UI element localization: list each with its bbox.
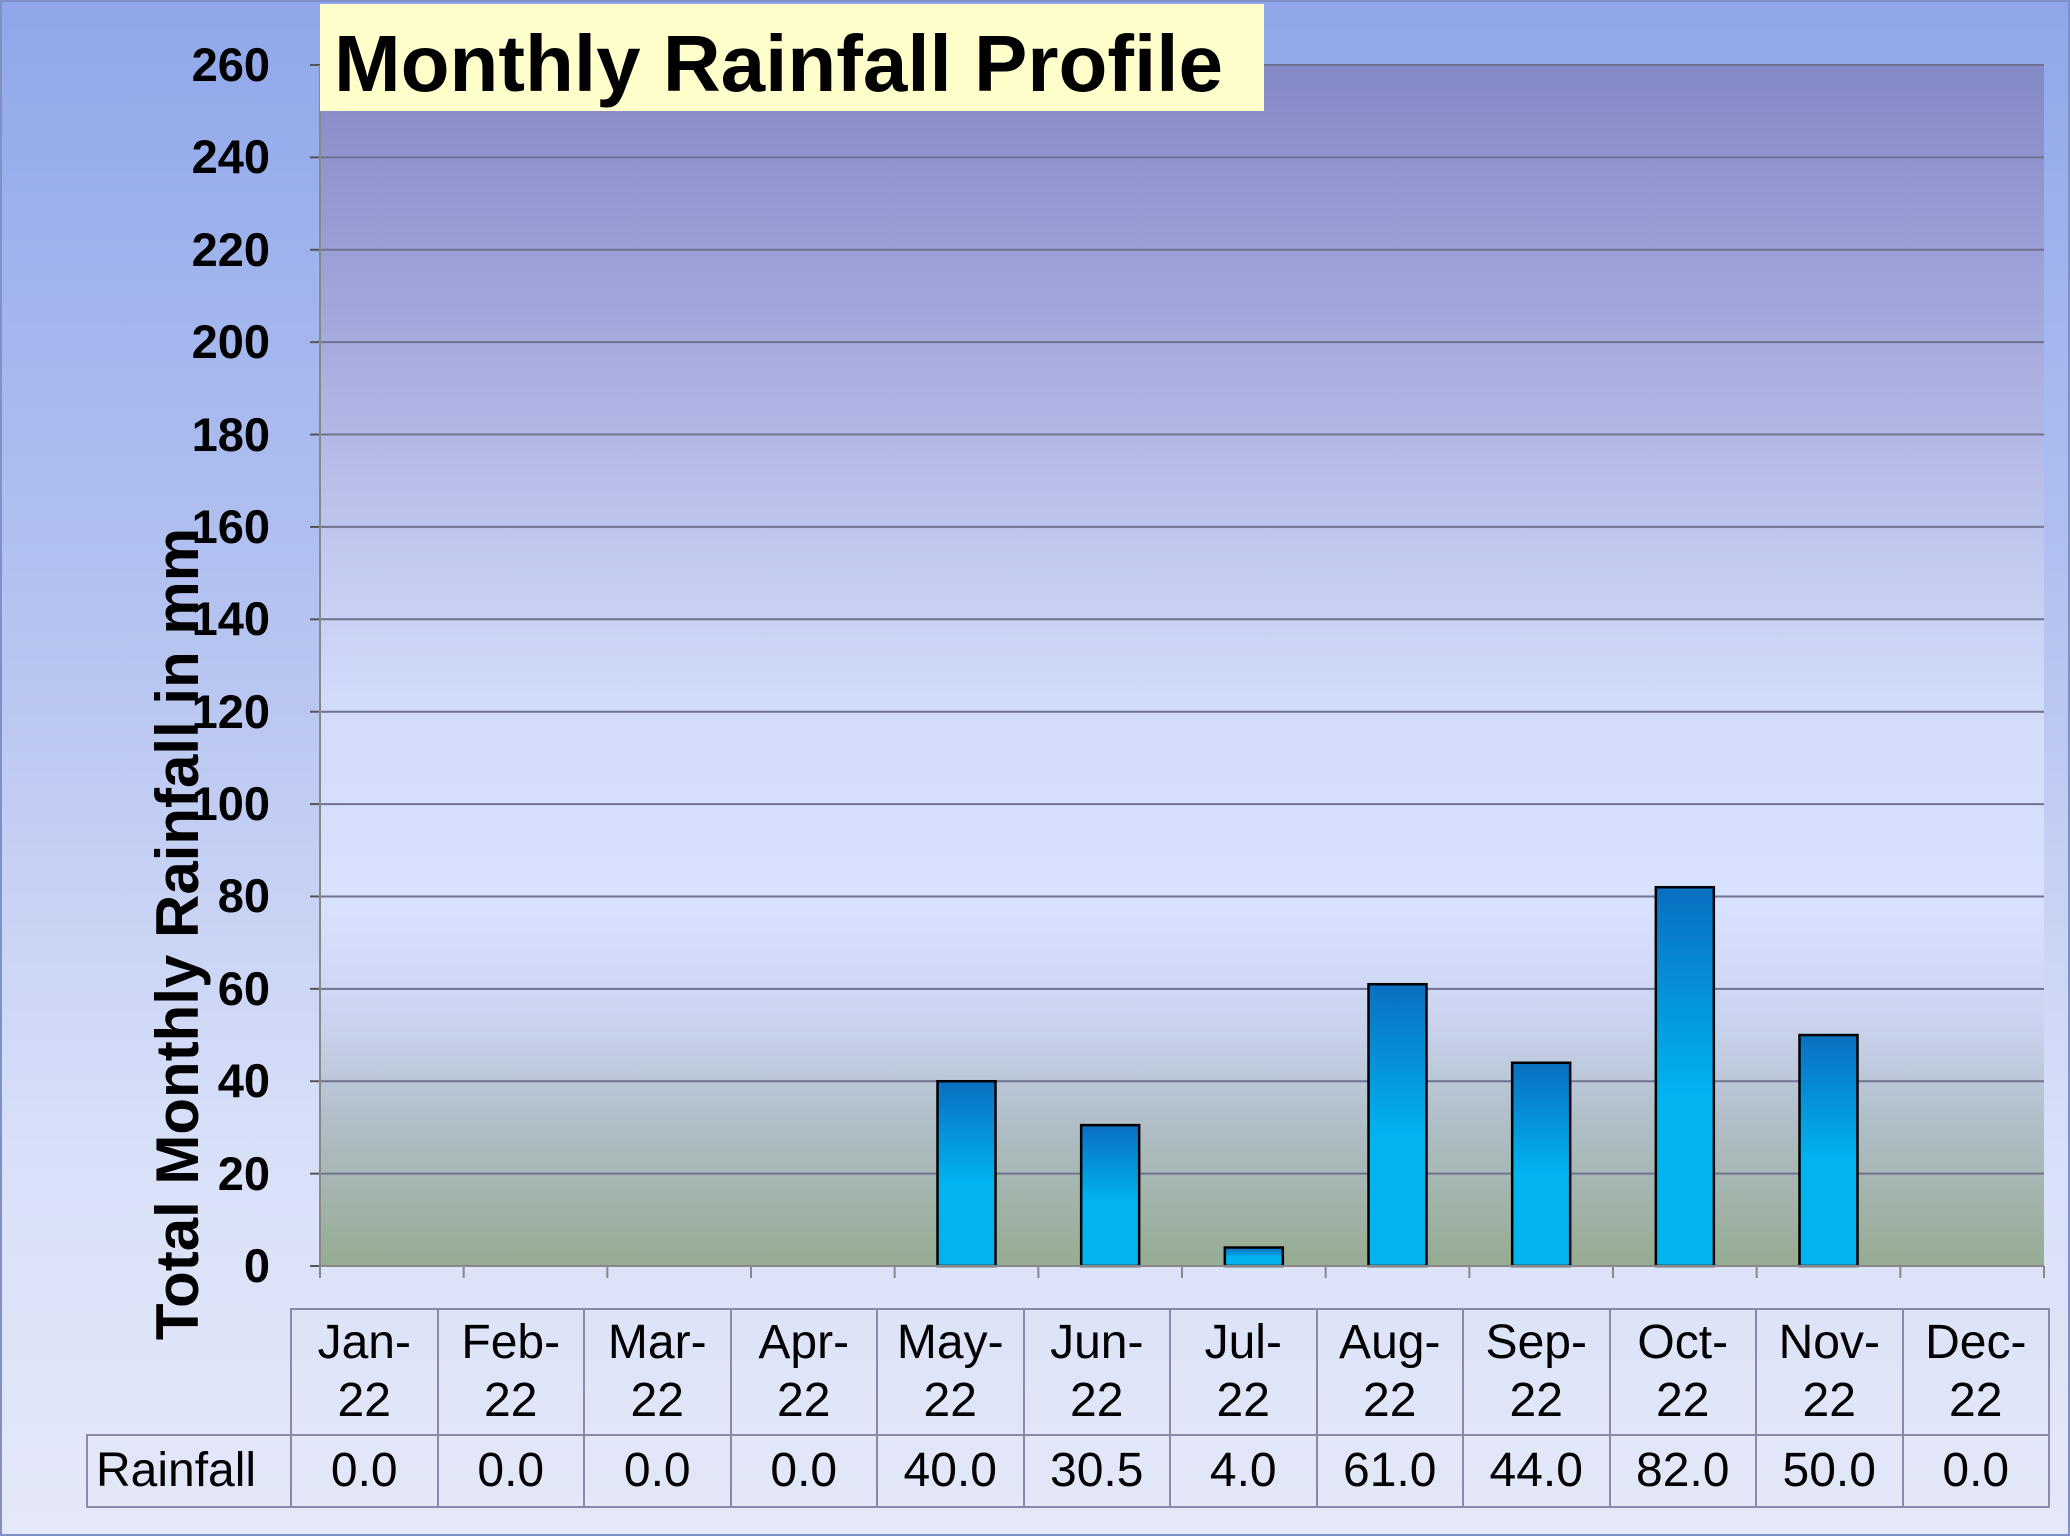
category-year: 22 <box>1070 1374 1124 1427</box>
data-label: 0.0 <box>1901 1434 2050 1508</box>
x-tick-label: Feb- 22 <box>436 1308 585 1436</box>
bar-aug <box>1367 982 1428 1268</box>
data-label: 30.5 <box>1022 1434 1171 1508</box>
category-month: Jan- <box>317 1316 411 1369</box>
table-corner <box>87 1309 291 1435</box>
category-month: Oct- <box>1637 1316 1729 1369</box>
x-tick-label: Nov- 22 <box>1755 1308 1904 1436</box>
chart-title: Monthly Rainfall Profile <box>334 19 1223 108</box>
x-tick-label: Jun- 22 <box>1022 1308 1171 1436</box>
category-year: 22 <box>630 1374 684 1427</box>
x-tick-label: Jan- 22 <box>290 1308 439 1436</box>
x-tick-label: Apr- 22 <box>729 1308 878 1436</box>
category-year: 22 <box>1656 1374 1710 1427</box>
bar-nov <box>1798 1033 1859 1268</box>
category-row: Jan- 22 Feb- 22 Mar- 22 Apr- 22 May- 22 Jun- 22 Jul-… <box>87 1308 2050 1436</box>
y-tick-label: 100 <box>191 777 270 831</box>
y-tick-label: 40 <box>217 1054 270 1108</box>
bar-oct <box>1654 885 1716 1268</box>
x-tick-label: Mar- 22 <box>583 1308 732 1436</box>
value-row: Rainfall 0.0 0.0 0.0 0.0 40.0 30.5 4.0 61.0 44.0 8… <box>86 1434 2050 1508</box>
x-tick-label: Sep- 22 <box>1462 1308 1611 1436</box>
category-month: Feb- <box>461 1316 561 1369</box>
data-label: 0.0 <box>290 1434 439 1508</box>
category-year: 22 <box>1949 1374 2003 1427</box>
x-tick-label: Dec- 22 <box>1901 1308 2050 1436</box>
data-label: 0.0 <box>729 1434 878 1508</box>
data-label: 4.0 <box>1169 1434 1318 1508</box>
category-year: 22 <box>1363 1374 1417 1427</box>
data-label: 61.0 <box>1315 1434 1464 1508</box>
x-tick-label: May- 22 <box>876 1308 1025 1436</box>
data-label: 0.0 <box>436 1434 585 1508</box>
y-tick-label: 140 <box>191 592 270 646</box>
y-tick-label: 180 <box>191 407 270 461</box>
chart-title-box: Monthly Rainfall Profile <box>320 4 1264 111</box>
category-year: 22 <box>923 1374 977 1427</box>
series-name: Rainfall <box>86 1434 292 1508</box>
category-month: Aug- <box>1339 1316 1441 1369</box>
category-month: Dec- <box>1925 1316 2027 1369</box>
category-month: Sep- <box>1485 1316 1587 1369</box>
category-month: May- <box>896 1316 1004 1369</box>
data-table: Jan- 22 Feb- 22 Mar- 22 Apr- 22 May- 22 Jun- 22 Jul-… <box>86 1308 2050 1508</box>
bar-jun <box>1079 1123 1141 1268</box>
bar-may <box>936 1079 997 1268</box>
y-axis-label: Total Monthly Rainfall in mm <box>144 527 211 1341</box>
category-year: 22 <box>777 1374 831 1427</box>
category-month: Jun- <box>1050 1316 1144 1369</box>
bar-sep <box>1510 1061 1572 1268</box>
category-month: Nov- <box>1778 1316 1880 1369</box>
data-label: 0.0 <box>583 1434 732 1508</box>
y-tick-label: 200 <box>191 315 270 369</box>
y-tick-label: 260 <box>191 38 270 91</box>
y-tick-label: 160 <box>191 499 270 553</box>
y-tick-label: 20 <box>217 1146 270 1200</box>
plot-area <box>320 65 2044 1266</box>
data-label: 82.0 <box>1608 1434 1757 1508</box>
category-month: Mar- <box>607 1316 707 1369</box>
category-year: 22 <box>337 1374 391 1427</box>
category-year: 22 <box>1216 1374 1270 1427</box>
y-tick-label: 240 <box>191 130 270 184</box>
category-year: 22 <box>1509 1374 1563 1427</box>
category-year: 22 <box>1802 1374 1856 1427</box>
bar-jul <box>1223 1246 1285 1268</box>
y-tick-label: 80 <box>217 869 270 923</box>
category-month: Apr- <box>758 1316 850 1369</box>
category-month: Jul- <box>1204 1316 1282 1369</box>
x-tick-label: Oct- 22 <box>1608 1308 1757 1436</box>
data-label: 50.0 <box>1755 1434 1904 1508</box>
y-tick-label: 220 <box>191 222 270 276</box>
category-year: 22 <box>484 1374 538 1427</box>
data-label: 40.0 <box>876 1434 1025 1508</box>
y-tick-label: 0 <box>243 1239 270 1292</box>
y-tick-label: 120 <box>191 684 270 738</box>
x-tick-label: Jul- 22 <box>1169 1308 1318 1436</box>
x-tick-label: Aug- 22 <box>1315 1308 1464 1436</box>
data-label: 44.0 <box>1462 1434 1611 1508</box>
y-tick-label: 60 <box>217 961 270 1015</box>
